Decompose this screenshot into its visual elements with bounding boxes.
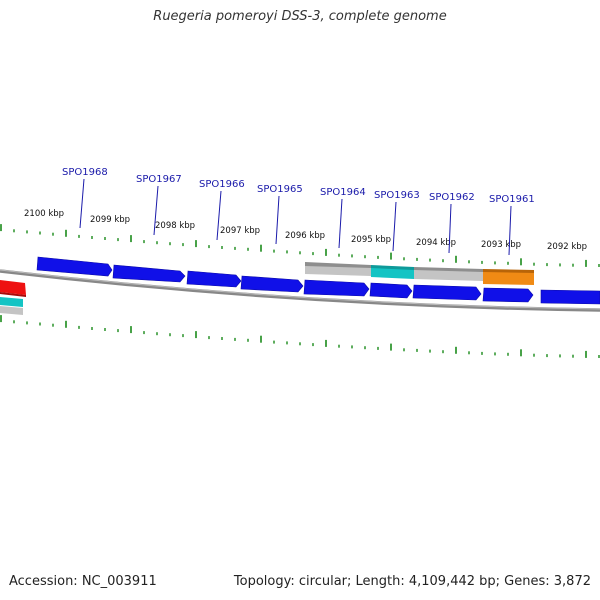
- kbp-label-2098: 2098 kbp: [155, 221, 195, 231]
- leader-spo1968: [79, 178, 85, 229]
- reverse-strand-fragments: [0, 280, 26, 315]
- kbp-label-2092: 2092 kbp: [547, 242, 587, 252]
- kbp-scale-labels: 2100 kbp 2099 kbp 2098 kbp 2097 kbp 2096…: [24, 209, 587, 252]
- inner-tick-ring: [0, 315, 600, 358]
- gene-label-spo1963[interactable]: SPO1963: [374, 190, 420, 201]
- outer-tick-ring: [0, 224, 600, 267]
- gene-arrow-spo1962[interactable]: [412, 284, 482, 301]
- gene-label-spo1965[interactable]: SPO1965: [257, 184, 303, 195]
- gene-arrow-next[interactable]: [540, 289, 600, 305]
- feature-orange: [483, 270, 534, 285]
- topology-text: Topology: circular; Length: 4,109,442 bp…: [233, 574, 591, 589]
- feature-orange-top: [483, 269, 534, 273]
- leader-spo1961: [508, 205, 512, 256]
- kbp-label-2099: 2099 kbp: [90, 215, 130, 225]
- kbp-label-2097: 2097 kbp: [220, 226, 260, 236]
- kbp-label-2100: 2100 kbp: [24, 209, 64, 219]
- map-title: Ruegeria pomeroyi DSS-3, complete genome: [153, 9, 447, 24]
- gene-arrow-spo1968[interactable]: [36, 256, 113, 277]
- feature-gray-left-top: [305, 262, 371, 268]
- feature-red: [0, 280, 26, 295]
- gene-arrow-spo1961[interactable]: [482, 287, 534, 303]
- genome-backbone-highlight: [0, 269, 600, 310]
- genome-backbone: [0, 269, 600, 312]
- leader-spo1966: [216, 190, 222, 241]
- gene-label-leaders: [79, 178, 512, 256]
- accession-text: Accession: NC_003911: [9, 574, 157, 589]
- gene-arrow-spo1967[interactable]: [112, 264, 186, 283]
- kbp-label-2095: 2095 kbp: [351, 235, 391, 245]
- gene-label-spo1968[interactable]: SPO1968: [62, 167, 108, 178]
- leader-spo1967: [153, 185, 159, 236]
- kbp-label-2093: 2093 kbp: [481, 240, 521, 250]
- leader-spo1965: [275, 195, 280, 245]
- gene-arrow-spo1964[interactable]: [303, 279, 370, 297]
- gene-label-spo1961[interactable]: SPO1961: [489, 194, 535, 205]
- feature-gray-small: [0, 306, 23, 315]
- leader-spo1962: [448, 203, 452, 254]
- leader-spo1964: [338, 198, 343, 249]
- gene-label-spo1967[interactable]: SPO1967: [136, 174, 182, 185]
- feature-cyan-top: [371, 265, 414, 270]
- kbp-label-2096: 2096 kbp: [285, 231, 325, 241]
- gene-label-spo1964[interactable]: SPO1964: [320, 187, 366, 198]
- gene-arrow-spo1963[interactable]: [369, 282, 413, 299]
- gene-labels: SPO1968 SPO1967 SPO1966 SPO1965 SPO1964 …: [62, 167, 535, 205]
- feature-red-edge: [0, 292, 26, 297]
- forward-genes: [36, 256, 600, 305]
- feature-gray-right-top: [414, 267, 483, 272]
- gene-arrow-spo1966[interactable]: [186, 270, 242, 288]
- feature-track: [305, 262, 534, 285]
- leader-spo1963: [392, 201, 397, 252]
- kbp-label-2094: 2094 kbp: [416, 238, 456, 248]
- gene-arrow-spo1965[interactable]: [240, 275, 304, 293]
- gene-label-spo1962[interactable]: SPO1962: [429, 192, 475, 203]
- gene-label-spo1966[interactable]: SPO1966: [199, 179, 245, 190]
- feature-cyan-small: [0, 297, 23, 307]
